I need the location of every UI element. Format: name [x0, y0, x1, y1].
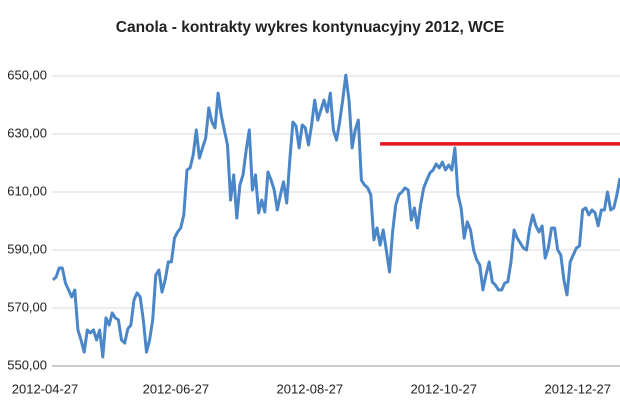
chart-title: Canola - kontrakty wykres kontynuacyjny … — [116, 19, 505, 36]
x-tick-label: 2012-08-27 — [277, 381, 344, 396]
x-tick-label: 2012-10-27 — [411, 381, 478, 396]
x-tick-label: 2012-06-27 — [143, 381, 210, 396]
series-line — [51, 73, 620, 359]
y-tick-label: 570,00 — [7, 299, 47, 314]
x-tick-label: 2012-04-27 — [12, 381, 79, 396]
x-tick-label: 2012-12-27 — [544, 381, 611, 396]
y-tick-label: 550,00 — [7, 357, 47, 372]
y-tick-label: 650,00 — [7, 67, 47, 82]
y-tick-label: 610,00 — [7, 183, 47, 198]
y-tick-label: 590,00 — [7, 241, 47, 256]
y-tick-label: 630,00 — [7, 125, 47, 140]
